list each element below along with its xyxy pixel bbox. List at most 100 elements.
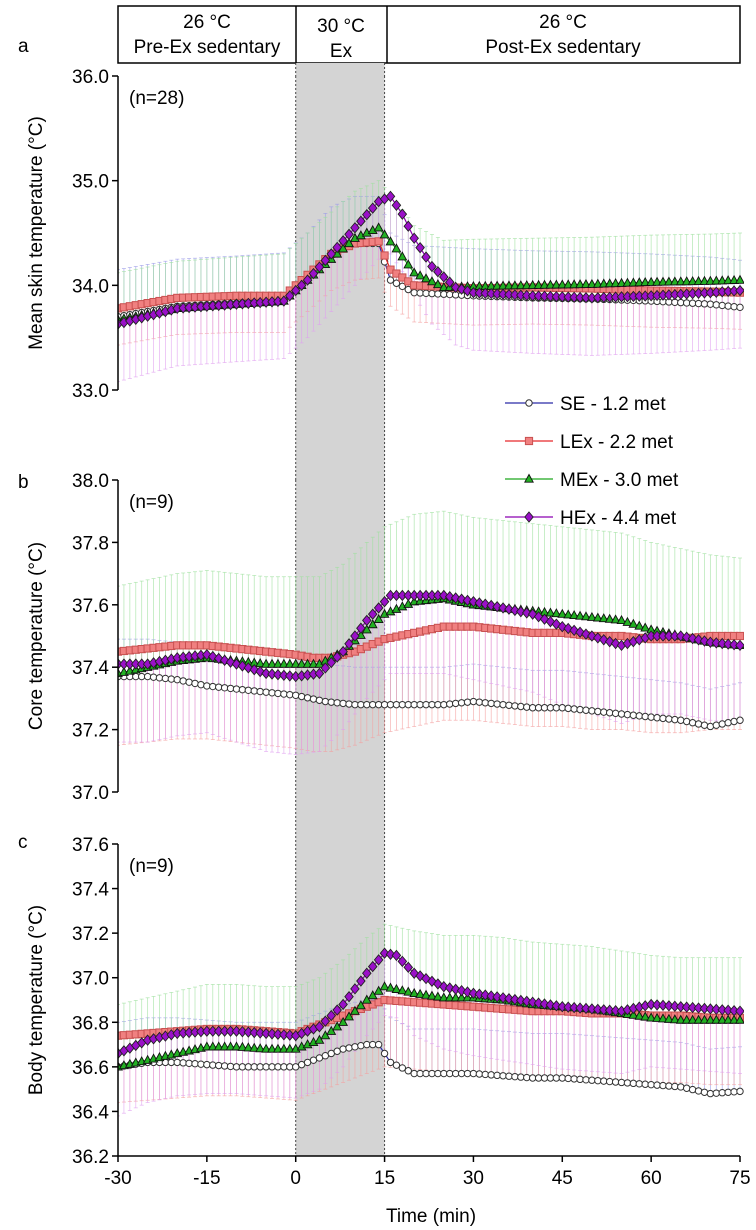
data-point xyxy=(320,1030,331,1040)
data-point xyxy=(173,675,181,684)
data-point xyxy=(338,1016,349,1026)
data-point xyxy=(292,691,300,699)
data-point xyxy=(652,999,662,1011)
data-point xyxy=(563,279,574,289)
data-point xyxy=(527,996,538,1008)
data-point xyxy=(629,711,638,719)
data-point xyxy=(646,998,656,1011)
y-tick-label: 38.0 xyxy=(72,471,109,492)
data-point xyxy=(314,667,325,680)
data-point xyxy=(379,947,390,959)
data-point xyxy=(681,1001,692,1013)
legend-label: MEx - 3.0 met xyxy=(560,470,679,491)
data-point xyxy=(379,229,390,239)
data-point xyxy=(309,695,318,703)
data-point xyxy=(569,609,580,620)
data-point xyxy=(279,295,289,307)
data-point xyxy=(558,704,566,712)
data-point xyxy=(225,1041,236,1051)
data-point xyxy=(344,1011,354,1021)
data-point xyxy=(735,631,744,641)
data-point xyxy=(699,1014,710,1024)
data-point xyxy=(569,279,580,289)
data-point xyxy=(262,688,270,696)
data-point xyxy=(563,622,573,635)
data-point xyxy=(226,684,235,693)
data-point xyxy=(717,1014,728,1024)
y-tick-label: 36.6 xyxy=(72,1058,109,1079)
data-point xyxy=(290,658,301,668)
data-point xyxy=(373,602,384,614)
data-point xyxy=(699,275,710,285)
data-point xyxy=(646,1012,657,1022)
data-point xyxy=(474,988,485,1000)
data-point xyxy=(379,981,390,991)
data-point xyxy=(333,699,341,707)
data-point xyxy=(576,705,584,714)
data-point xyxy=(474,597,485,609)
data-point xyxy=(480,989,491,1001)
data-point xyxy=(155,674,164,682)
data-point xyxy=(315,696,324,704)
data-point xyxy=(724,1088,732,1096)
data-point xyxy=(724,302,732,310)
data-point xyxy=(397,251,408,261)
data-point xyxy=(404,285,412,294)
data-point xyxy=(735,274,744,284)
data-point xyxy=(261,1043,272,1053)
data-point xyxy=(641,1080,649,1088)
x-tick-label: 45 xyxy=(552,1168,573,1189)
data-point xyxy=(486,990,496,1002)
data-point xyxy=(617,1078,626,1087)
data-point xyxy=(592,612,603,622)
data-point xyxy=(231,1041,242,1051)
data-point xyxy=(677,1083,685,1091)
data-point xyxy=(209,1061,217,1069)
data-point xyxy=(332,651,342,663)
data-point xyxy=(296,279,307,292)
data-point xyxy=(659,1081,667,1090)
data-point xyxy=(693,1002,704,1014)
data-point xyxy=(373,985,384,995)
data-point xyxy=(231,1025,242,1037)
data-point xyxy=(505,701,513,709)
y-tick-label: 37.4 xyxy=(72,880,109,901)
data-point xyxy=(521,279,532,290)
legend-label: SE - 1.2 met xyxy=(560,394,666,415)
data-point xyxy=(675,1000,686,1013)
data-point xyxy=(681,276,692,286)
data-point xyxy=(658,999,668,1012)
data-point xyxy=(149,673,158,681)
data-point xyxy=(272,1043,283,1053)
data-point xyxy=(706,300,715,308)
panels: 33.0 34.0 35.0 36.0 Mean skin temperature (°… xyxy=(26,63,751,1189)
data-point xyxy=(523,1073,531,1082)
data-point xyxy=(392,1061,401,1069)
series-circle xyxy=(118,1040,744,1098)
data-point xyxy=(385,190,396,203)
data-point xyxy=(421,251,431,263)
legend-item-square: LEx - 2.2 met xyxy=(505,432,674,453)
data-point xyxy=(345,700,353,708)
data-point xyxy=(261,1027,271,1040)
legend-item-triangle: MEx - 3.0 met xyxy=(505,470,679,491)
data-point xyxy=(687,276,698,286)
exercise-band-gap xyxy=(295,792,385,844)
data-point xyxy=(308,658,319,668)
data-point xyxy=(575,1002,585,1014)
data-point xyxy=(687,1001,698,1014)
data-point xyxy=(724,719,732,727)
data-point xyxy=(492,991,502,1003)
data-point xyxy=(356,622,366,634)
data-point xyxy=(493,700,501,708)
data-point xyxy=(671,715,679,724)
data-point xyxy=(598,634,609,646)
data-point xyxy=(314,261,325,273)
data-point xyxy=(213,1041,224,1051)
data-point xyxy=(736,303,744,312)
data-point xyxy=(374,237,383,246)
data-point xyxy=(510,604,520,617)
data-point xyxy=(492,600,502,613)
data-point xyxy=(604,1004,615,1016)
data-point xyxy=(647,713,655,721)
